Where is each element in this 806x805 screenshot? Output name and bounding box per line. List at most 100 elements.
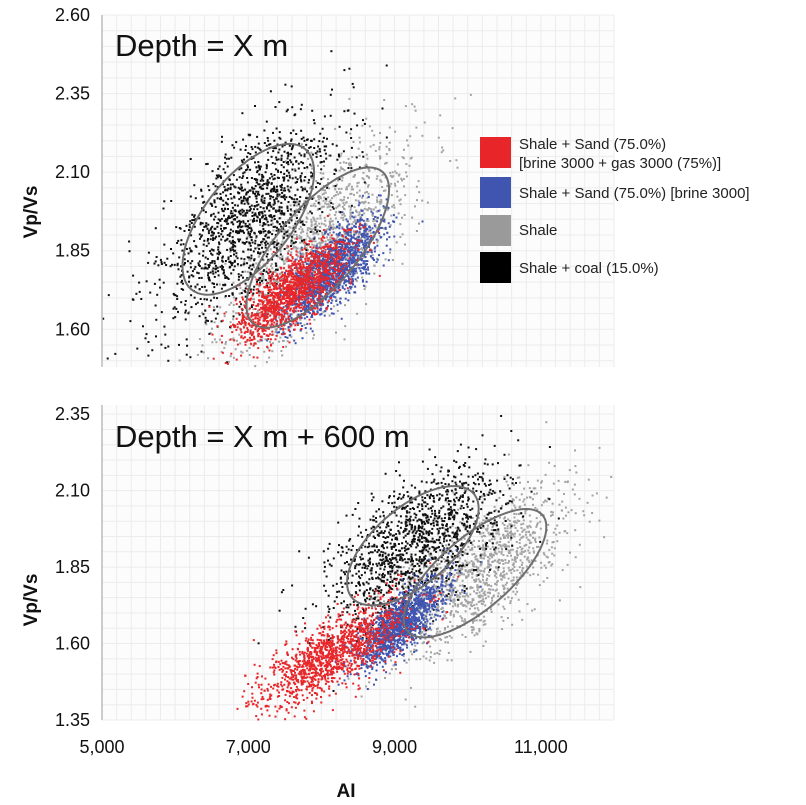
data-point [351,185,353,188]
data-point [295,233,298,236]
data-point [334,188,337,191]
data-point [301,220,304,223]
data-point [313,202,316,205]
data-point [286,207,289,210]
data-point [222,266,224,269]
data-point [405,171,408,174]
data-point [300,154,303,157]
data-point [383,207,385,210]
data-point [301,337,304,340]
data-point [338,278,341,281]
data-point [362,119,364,122]
data-point [272,297,275,300]
data-point [172,317,175,320]
data-point [235,297,238,300]
data-point [325,266,327,269]
data-point [291,298,294,301]
data-point [363,288,366,291]
data-point [212,306,215,309]
data-point [312,204,315,207]
data-point [233,339,236,342]
data-point [211,268,214,271]
data-point [328,261,331,264]
data-point [299,108,302,111]
data-point [391,171,394,174]
data-point [181,279,183,282]
data-point [382,264,385,267]
data-point [259,252,262,255]
data-point [269,279,272,282]
data-point [293,278,296,281]
data-point [350,236,353,239]
data-point [277,169,279,172]
data-point [260,198,263,201]
data-point [254,365,257,368]
data-point [351,279,354,282]
data-point [229,321,232,324]
data-point [353,225,356,228]
data-point [162,207,165,210]
data-point [283,311,286,314]
data-point [270,155,273,158]
data-point [269,281,271,284]
data-point [332,231,335,234]
data-point [290,148,293,151]
data-point [391,259,394,261]
data-point [224,239,227,242]
data-point [265,218,268,221]
data-point [260,271,263,274]
data-point [332,295,335,298]
data-point [270,195,273,198]
data-point [371,254,374,257]
data-point [391,205,394,208]
data-point [326,186,329,189]
data-point [312,237,315,240]
data-point [240,303,242,306]
data-point [372,220,375,223]
data-point [257,303,260,306]
data-point [200,188,203,191]
data-point [342,264,345,267]
data-point [266,184,269,187]
data-point [358,154,361,157]
data-point [329,199,332,202]
data-point [316,266,319,269]
data-point [245,209,248,212]
data-point [362,260,365,263]
data-point [343,207,345,210]
data-point [396,195,399,198]
data-point [273,200,276,203]
data-point [254,161,256,164]
data-point [303,271,306,274]
data-point [229,265,232,268]
data-point [311,230,314,233]
data-point [210,320,213,323]
data-point [373,250,376,253]
data-point [270,205,273,208]
data-point [283,172,286,175]
data-point [344,297,347,300]
data-point [270,282,273,285]
data-point [216,176,219,179]
data-point [310,165,313,168]
data-point [279,137,282,140]
data-point [237,191,239,194]
data-point [376,220,379,223]
data-point [292,296,295,298]
data-point [254,192,256,195]
data-point [279,266,282,269]
data-point [311,167,314,170]
data-point [290,219,293,222]
data-point [276,195,279,198]
data-point [287,326,290,329]
data-point [327,238,330,241]
data-point [330,295,333,298]
data-point [395,241,398,244]
data-point [238,305,241,308]
data-point [375,261,378,264]
data-point [260,211,263,214]
data-point [223,185,226,188]
data-point [303,291,306,294]
data-point [275,305,278,308]
data-point [379,226,382,229]
